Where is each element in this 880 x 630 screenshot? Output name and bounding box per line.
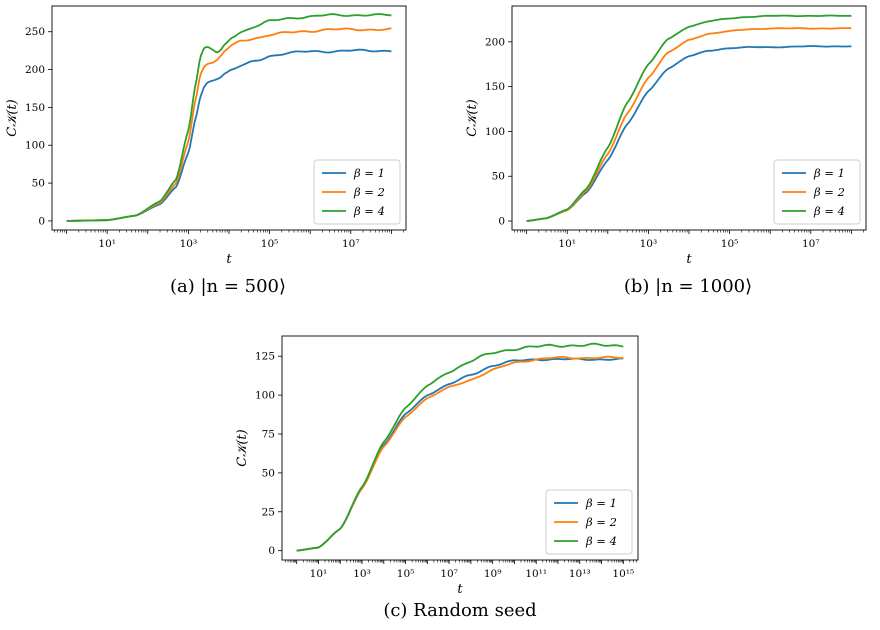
x-tick-label: 10⁹	[484, 568, 502, 580]
y-tick-label: 200	[25, 64, 45, 76]
legend-entry: β = 4	[585, 534, 617, 548]
y-axis-label: C𝒦(t)	[465, 99, 480, 136]
legend-entry: β = 2	[585, 515, 617, 529]
x-tick-label: 10⁷	[802, 238, 820, 250]
legend: β = 1 β = 2 β = 4	[313, 159, 401, 225]
x-tick-label: 10⁵	[397, 568, 415, 580]
x-axis-label: t	[686, 252, 692, 267]
x-tick-label: 10³	[180, 238, 198, 250]
y-tick-label: 0	[268, 545, 275, 557]
series-line-beta-4	[526, 14, 852, 222]
legend: β = 1 β = 2 β = 4	[545, 489, 633, 555]
series-line-beta-4	[296, 342, 624, 552]
y-tick-label: 50	[492, 171, 505, 183]
legend-box	[545, 489, 633, 555]
panel-caption: (a) |n = 500⟩	[170, 276, 286, 297]
x-axis-label: t	[226, 252, 232, 267]
y-tick-label: 100	[25, 140, 45, 152]
legend-box	[313, 159, 401, 225]
legend: β = 1 β = 2 β = 4	[773, 159, 861, 225]
x-tick-label: 10⁷	[440, 568, 458, 580]
x-axis-label: t	[457, 582, 463, 597]
x-tick-label: 10¹¹	[525, 568, 547, 580]
y-tick-label: 150	[485, 81, 505, 93]
y-tick-label: 100	[485, 126, 505, 138]
x-tick-label: 10⁷	[342, 238, 360, 250]
series-line-beta-2	[526, 27, 852, 222]
legend-entry: β = 2	[353, 185, 385, 199]
plot-frame	[281, 335, 639, 561]
y-tick-label: 50	[32, 178, 45, 190]
y-tick-label: 150	[25, 102, 45, 114]
y-tick-label: 0	[38, 215, 45, 227]
x-tick-label: 10⁵	[261, 238, 279, 250]
x-tick-label: 10⁵	[721, 238, 739, 250]
y-axis-label: C𝒦(t)	[5, 99, 20, 136]
legend-entry: β = 1	[813, 166, 845, 180]
x-tick-label: 10³	[640, 238, 658, 250]
y-tick-label: 75	[262, 429, 275, 441]
series-line-beta-4	[66, 13, 392, 222]
x-tick-label: 10¹	[310, 568, 328, 580]
panel-caption: (b) |n = 1000⟩	[624, 276, 752, 297]
x-tick-label: 10¹⁵	[612, 568, 634, 580]
x-tick-label: 10¹³	[569, 568, 591, 580]
y-tick-label: 25	[262, 506, 275, 518]
legend-entry: β = 1	[353, 166, 385, 180]
y-tick-label: 200	[485, 36, 505, 48]
x-tick-label: 10¹	[98, 238, 116, 250]
chart-panel-2: 0 50 100 150 200 10¹ 10³ 10⁵ 10⁷ t C𝒦(t) β = 1 β = 2…	[465, 5, 867, 297]
y-tick-label: 50	[262, 467, 275, 479]
y-tick-label: 0	[498, 216, 505, 228]
x-tick-label: 10¹	[558, 238, 576, 250]
legend-entry: β = 1	[585, 496, 617, 510]
legend-entry: β = 4	[353, 204, 385, 218]
legend-box	[773, 159, 861, 225]
legend-entry: β = 4	[813, 204, 845, 218]
y-tick-label: 250	[25, 26, 45, 38]
chart-panel-3: 0 25 50 75 100 125 10¹ 10³ 10⁵ 10⁷ 10⁹ 10¹¹ 10¹³ 10¹⁵…	[235, 335, 639, 621]
y-tick-label: 100	[255, 390, 275, 402]
x-tick-label: 10³	[353, 568, 371, 580]
y-tick-label: 125	[255, 351, 275, 363]
panel-caption: (c) Random seed	[383, 600, 536, 621]
legend-entry: β = 2	[813, 185, 845, 199]
y-axis-label: C𝒦(t)	[235, 429, 250, 466]
